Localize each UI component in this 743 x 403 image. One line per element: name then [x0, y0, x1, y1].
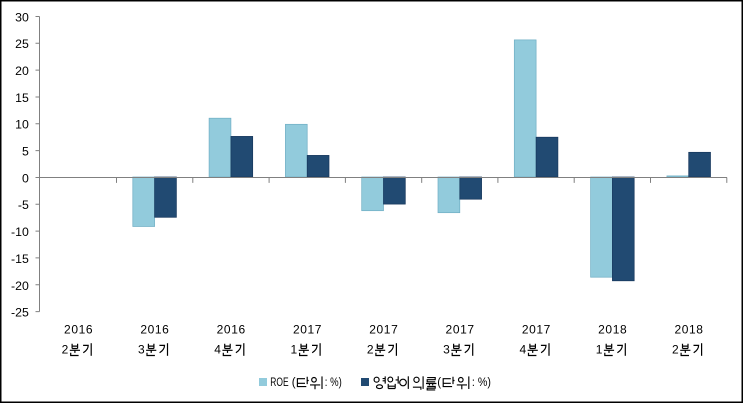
svg-text:1: 1 — [291, 342, 298, 356]
svg-text:1: 1 — [596, 342, 603, 356]
svg-text:10: 10 — [15, 118, 29, 132]
svg-text:2017: 2017 — [522, 323, 551, 337]
svg-text:25: 25 — [15, 37, 29, 51]
svg-text:2016: 2016 — [217, 323, 246, 337]
svg-text:3: 3 — [138, 342, 145, 356]
svg-text:4: 4 — [519, 342, 526, 356]
svg-text:2: 2 — [672, 342, 679, 356]
svg-text:30: 30 — [15, 10, 29, 24]
svg-text:2017: 2017 — [369, 323, 398, 337]
svg-text:(: ( — [292, 377, 296, 389]
svg-text:2: 2 — [367, 342, 374, 356]
svg-text:4: 4 — [214, 342, 221, 356]
svg-text:: %): : %) — [325, 377, 342, 389]
svg-text:3: 3 — [443, 342, 450, 356]
svg-text:15: 15 — [15, 91, 29, 105]
svg-text:2016: 2016 — [64, 323, 93, 337]
svg-text:2016: 2016 — [140, 323, 169, 337]
svg-text:-10: -10 — [11, 225, 29, 239]
svg-text:: %): : %) — [472, 377, 491, 389]
svg-text:-20: -20 — [11, 279, 29, 293]
svg-text:2018: 2018 — [598, 323, 627, 337]
svg-text:2: 2 — [62, 342, 69, 356]
svg-text:2018: 2018 — [674, 323, 703, 337]
svg-text:20: 20 — [15, 64, 29, 78]
svg-text:(: ( — [437, 377, 441, 389]
svg-text:ROE: ROE — [270, 377, 289, 389]
svg-text:0: 0 — [22, 171, 29, 185]
svg-text:-15: -15 — [11, 252, 29, 266]
svg-text:-25: -25 — [11, 306, 29, 320]
svg-text:5: 5 — [22, 145, 29, 159]
svg-text:2017: 2017 — [446, 323, 475, 337]
svg-text:-5: -5 — [18, 198, 29, 212]
svg-text:2017: 2017 — [293, 323, 322, 337]
